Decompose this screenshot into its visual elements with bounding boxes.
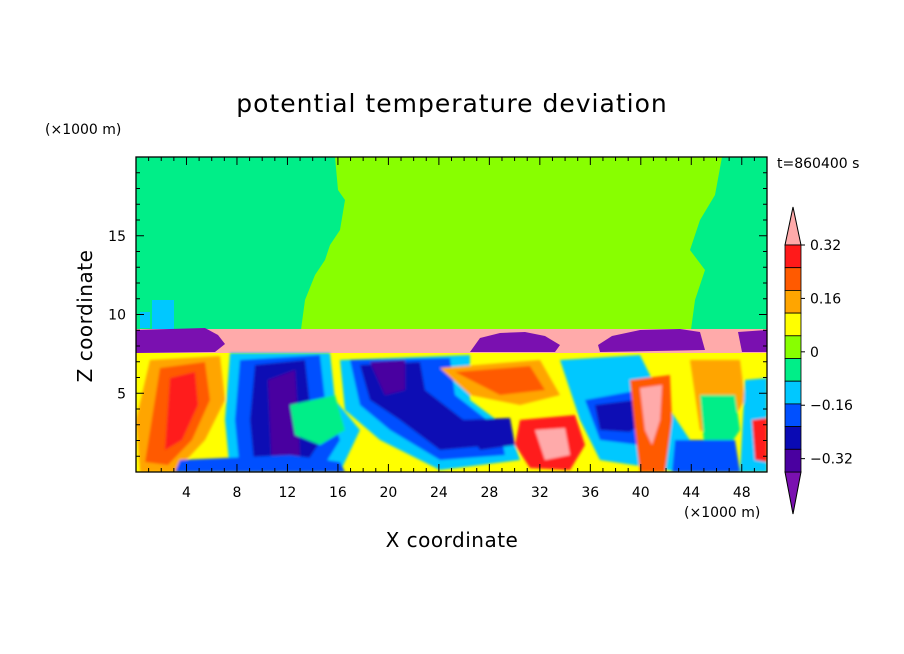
colorbar-extend-max <box>784 206 802 246</box>
colorbar-swatch <box>784 312 802 337</box>
x-tick-label: 40 <box>632 485 650 501</box>
colorbar-tick-label: −0.16 <box>810 398 853 414</box>
time-label: t=860400 s <box>777 156 859 172</box>
colorbar-swatch <box>784 380 802 405</box>
x-axis-unit: (×1000 m) <box>684 505 760 521</box>
inversion-patch-left <box>136 328 225 353</box>
colorbar-swatch <box>784 358 802 382</box>
colorbar-swatch <box>784 448 802 473</box>
colorbar-swatch <box>784 244 802 269</box>
y-tick-label: 15 <box>108 229 126 245</box>
x-tick-label: 4 <box>182 485 191 501</box>
chart-title: potential temperature deviation <box>236 89 667 118</box>
x-tick-label: 44 <box>682 485 700 501</box>
x-tick-label: 48 <box>733 485 751 501</box>
colorbar-swatch <box>784 267 802 291</box>
inversion-patch-mid <box>470 332 560 352</box>
colorbar-tick-label: 0.32 <box>810 238 841 254</box>
y-axis-label: Z coordinate <box>73 250 97 383</box>
y-axis-unit: (×1000 m) <box>45 122 121 138</box>
upper-right-region <box>690 157 767 337</box>
x-tick-label: 20 <box>379 485 397 501</box>
inversion-patch-right <box>598 329 705 352</box>
contour-field <box>136 157 767 472</box>
x-tick-label: 16 <box>329 485 347 501</box>
x-tick-label: 24 <box>430 485 448 501</box>
colorbar-extend-min <box>784 471 802 515</box>
colorbar-swatch <box>784 403 802 427</box>
x-tick-label: 12 <box>279 485 297 501</box>
colorbar-swatch <box>784 289 802 314</box>
y-axis-ticks: 5 10 15 <box>108 172 767 457</box>
colorbar-tick-label: 0 <box>810 345 819 361</box>
colorbar-tick-label: 0.16 <box>810 291 841 307</box>
colorbar-tick-label: −0.32 <box>810 452 853 468</box>
x-tick-label: 8 <box>232 485 241 501</box>
x-axis-label: X coordinate <box>386 528 519 552</box>
colorbar-swatch <box>784 335 802 359</box>
colorbar-swatch <box>784 426 802 450</box>
y-tick-label: 10 <box>108 308 126 324</box>
x-tick-label: 36 <box>581 485 599 501</box>
x-tick-label: 32 <box>531 485 549 501</box>
y-tick-label: 5 <box>117 386 126 402</box>
x-axis-ticks: 4 8 12 16 20 24 28 32 36 40 44 48 <box>148 157 755 501</box>
x-tick-label: 28 <box>480 485 498 501</box>
upper-left-region <box>136 157 345 337</box>
colorbar: 0.32 0.16 0 −0.16 −0.32 <box>784 206 853 515</box>
